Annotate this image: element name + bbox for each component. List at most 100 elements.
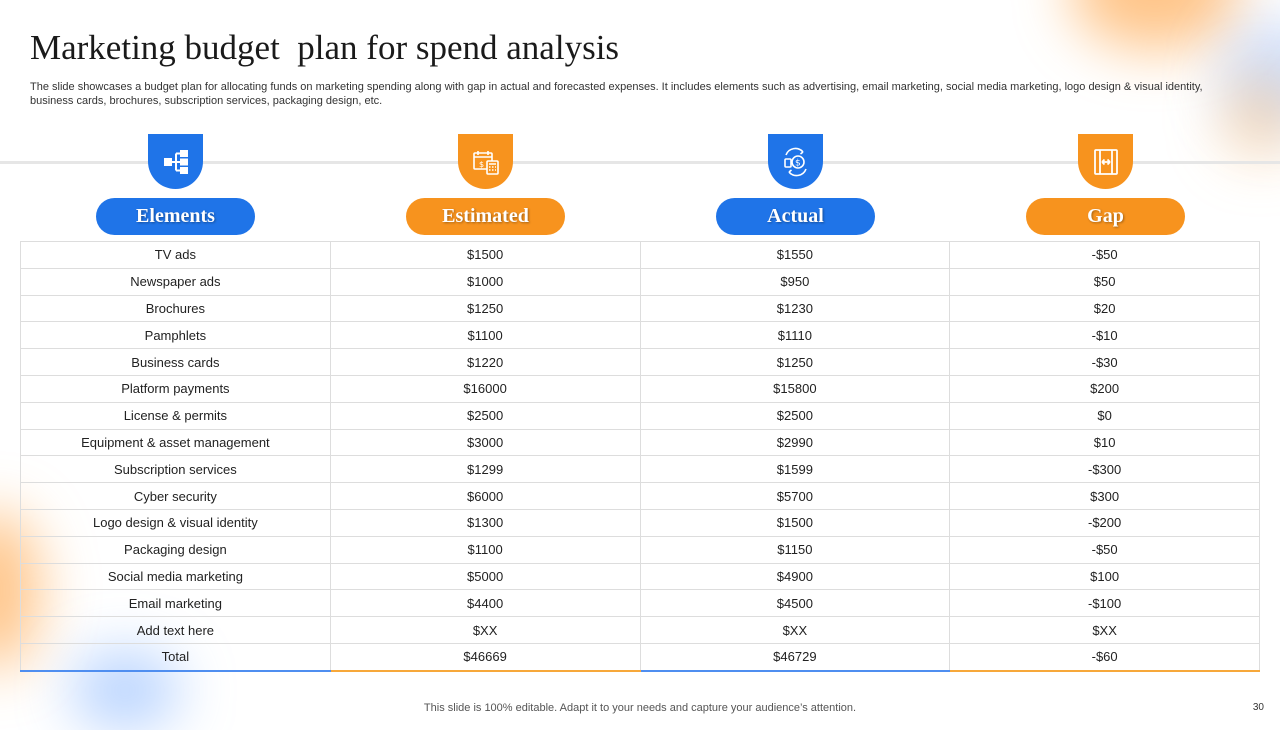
element-cell: Brochures: [20, 294, 331, 323]
column-label-estimated: Estimated: [406, 198, 565, 235]
column-label-elements: Elements: [96, 198, 255, 235]
element-cell: Logo design & visual identity: [20, 508, 331, 537]
estimated-cell: $1300: [329, 508, 641, 537]
estimated-cell: $XX: [329, 616, 641, 644]
estimated-cell: $2500: [329, 401, 641, 430]
gap-cell: $200: [949, 374, 1260, 403]
column-label-actual: Actual: [716, 198, 875, 235]
svg-text:$: $: [479, 160, 484, 169]
element-cell: License & permits: [20, 401, 331, 430]
svg-text:$: $: [795, 158, 801, 168]
actual-cell: $2990: [639, 428, 951, 457]
table-row: Logo design & visual identity $1300 $1500-…: [20, 508, 1260, 537]
gap-cell: -$50: [949, 535, 1260, 564]
gap-cell: -$300: [949, 455, 1260, 484]
gap-cell: -$50: [949, 241, 1260, 269]
column-label-gap: Gap: [1026, 198, 1185, 235]
estimated-cell: $1100: [329, 321, 641, 350]
actual-cell: $1550: [639, 241, 951, 269]
gap-cell: $50: [949, 267, 1260, 296]
table-row: Equipment & asset management $3000 $2990 $1…: [20, 428, 1260, 457]
actual-cell: $4500: [639, 589, 951, 618]
decor-blob-orange: [1070, 0, 1240, 50]
estimated-cell: $1500: [329, 241, 641, 269]
element-cell: TV ads: [20, 241, 331, 269]
decor-blob-blue: [1220, 20, 1280, 130]
actual-cell: $XX: [639, 616, 951, 644]
gap-cell: $0: [949, 401, 1260, 430]
gap-cell: -$10: [949, 321, 1260, 350]
estimated-cell: $1000: [329, 267, 641, 296]
actual-cell: $1150: [639, 535, 951, 564]
table-row: Packaging design $1100 $1150 -$50: [20, 535, 1260, 564]
estimated-cell: $46669: [329, 642, 641, 672]
table-row: Brochures $1250 $1230 $20: [20, 294, 1260, 323]
element-cell: Platform payments: [20, 374, 331, 403]
actual-cell: $1230: [639, 294, 951, 323]
actual-cell: $1250: [639, 348, 951, 376]
element-cell: Subscription services: [20, 455, 331, 484]
actual-cell: $2500: [639, 401, 951, 430]
total-row: Total $46669 $46729 -$60: [20, 642, 1260, 672]
column-header-estimated: $ Estimated: [330, 134, 640, 238]
width-measure-icon: [1078, 134, 1133, 189]
column-header-actual: $ Actual: [640, 134, 950, 238]
table-row: Business cards $1220 $1250 -$30: [20, 348, 1260, 376]
actual-cell: $1500: [639, 508, 951, 537]
gap-cell: -$60: [949, 642, 1260, 672]
table-row: Cyber security $6000 $5700 $300: [20, 482, 1260, 510]
actual-cell: $15800: [639, 374, 951, 403]
estimated-cell: $1299: [329, 455, 641, 484]
estimated-cell: $4400: [329, 589, 641, 618]
gap-cell: $300: [949, 482, 1260, 510]
gap-cell: $XX: [949, 616, 1260, 644]
estimated-cell: $5000: [329, 562, 641, 591]
slide-footer: This slide is 100% editable. Adapt it to…: [423, 702, 857, 714]
element-cell: Newspaper ads: [20, 267, 331, 296]
element-cell: Business cards: [20, 348, 331, 376]
table-row: TV ads $1500 $1550 -$50: [20, 241, 1260, 269]
element-cell: Packaging design: [20, 535, 331, 564]
actual-cell: $4900: [639, 562, 951, 591]
actual-cell: $950: [639, 267, 951, 296]
element-cell: Add text here: [20, 616, 331, 644]
table-row: Subscription services $1299 $1599 -$300: [20, 455, 1260, 484]
element-cell: Email marketing: [20, 589, 331, 618]
estimated-cell: $16000: [329, 374, 641, 403]
table-row: License & permits $2500 $2500 $0: [20, 401, 1260, 430]
gap-cell: -$30: [949, 348, 1260, 376]
slide-title: Marketing budget plan for spend analysis: [30, 28, 620, 67]
budget-table: TV ads $1500 $1550 -$50 Newspaper ads $1000 $…: [20, 241, 1260, 672]
header-divider: [0, 161, 1280, 164]
estimated-cell: $6000: [329, 482, 641, 510]
element-cell: Equipment & asset management: [20, 428, 331, 457]
gap-cell: $100: [949, 562, 1260, 591]
table-row: Pamphlets $1100 $1110 -$10: [20, 321, 1260, 350]
estimated-cell: $1100: [329, 535, 641, 564]
element-cell: Pamphlets: [20, 321, 331, 350]
gap-cell: -$100: [949, 589, 1260, 618]
table-row: Add text here $XX $XX $XX: [20, 616, 1260, 644]
gap-cell: -$200: [949, 508, 1260, 537]
actual-cell: $1599: [639, 455, 951, 484]
element-cell: Social media marketing: [20, 562, 331, 591]
element-cell: Cyber security: [20, 482, 331, 510]
gap-cell: $10: [949, 428, 1260, 457]
estimated-cell: $1250: [329, 294, 641, 323]
actual-cell: $1110: [639, 321, 951, 350]
table-row: Email marketing $4400 $4500 -$100: [20, 589, 1260, 618]
estimated-cell: $3000: [329, 428, 641, 457]
table-row: Platform payments $16000 $15800 $200: [20, 374, 1260, 403]
table-row: Social media marketing $5000 $4900 $100: [20, 562, 1260, 591]
calendar-calculator-icon: $: [458, 134, 513, 189]
slide-subtitle: The slide showcases a budget plan for al…: [30, 81, 1203, 107]
table-row: Newspaper ads $1000 $950 $50: [20, 267, 1260, 296]
column-header-gap: Gap: [950, 134, 1260, 238]
gap-cell: $20: [949, 294, 1260, 323]
money-exchange-icon: $: [768, 134, 823, 189]
actual-cell: $5700: [639, 482, 951, 510]
element-cell: Total: [20, 642, 331, 672]
actual-cell: $46729: [639, 642, 951, 672]
page-number: 30: [1252, 702, 1264, 713]
estimated-cell: $1220: [329, 348, 641, 376]
